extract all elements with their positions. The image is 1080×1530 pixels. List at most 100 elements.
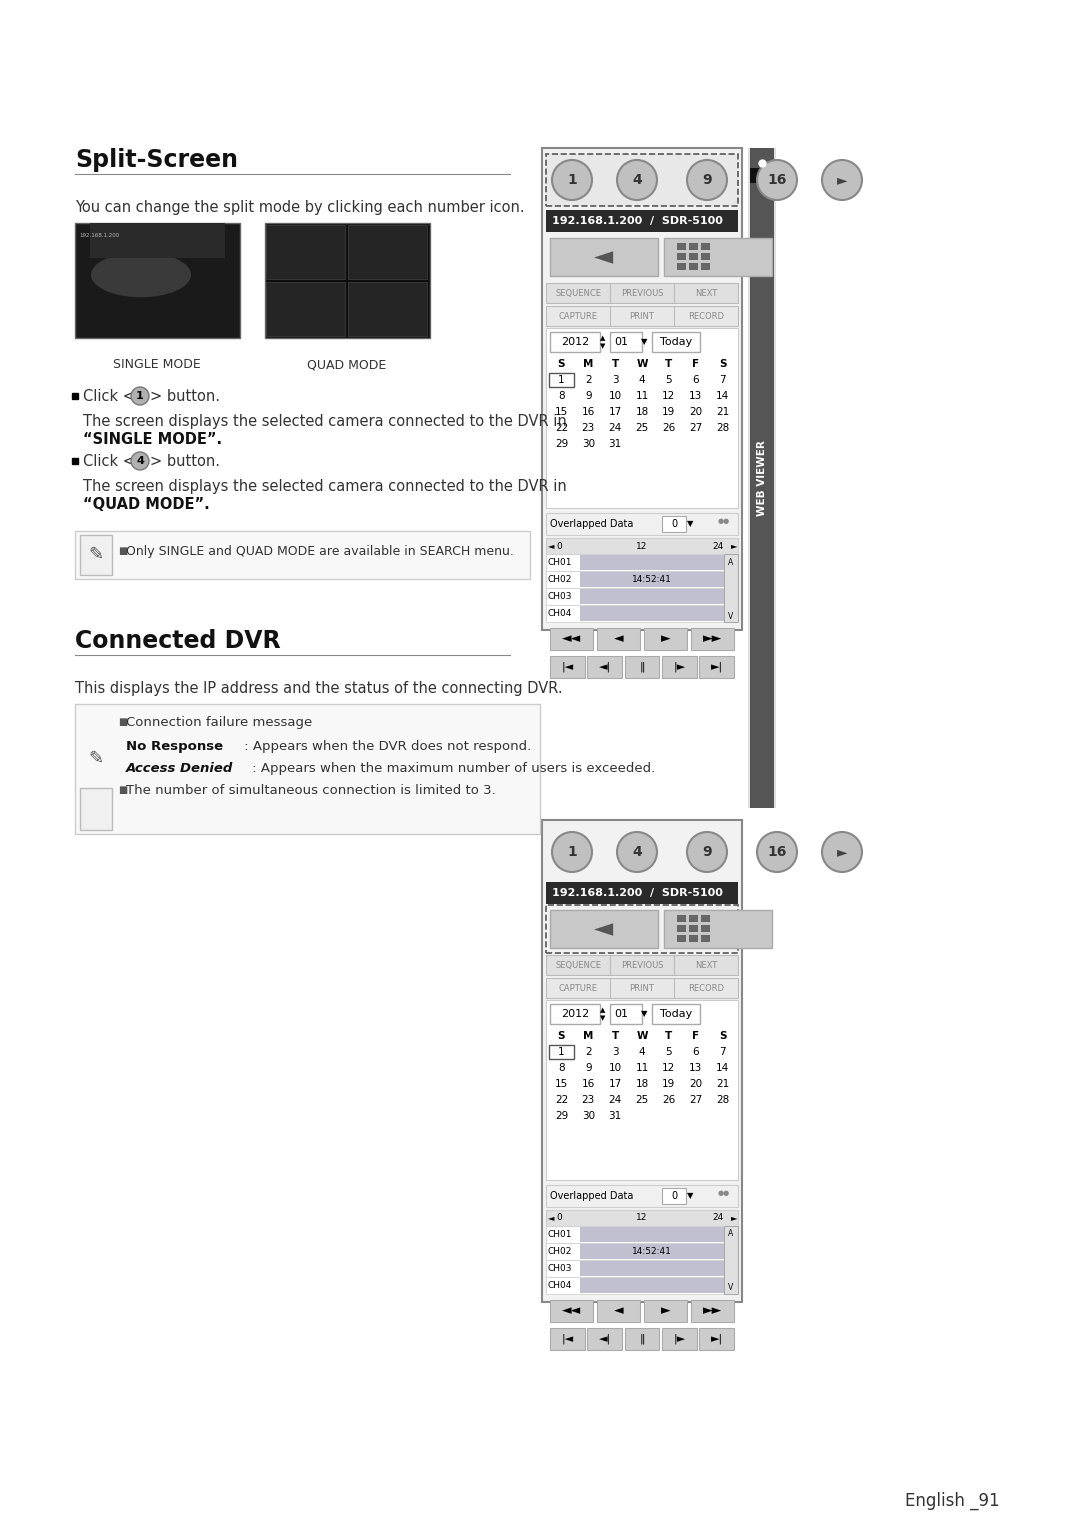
Bar	[691, 1300, 734, 1322]
Text: : Appears when the DVR does not respond.: : Appears when the DVR does not respond.	[240, 739, 531, 753]
Text: The screen displays the selected camera connected to the DVR in: The screen displays the selected camera …	[83, 479, 567, 494]
Text: ‖: ‖	[639, 662, 645, 672]
Text: Today: Today	[660, 337, 692, 347]
Text: 21: 21	[716, 1079, 729, 1089]
Text: 22: 22	[555, 1095, 568, 1105]
Bar	[75, 223, 240, 338]
Text: 12: 12	[662, 392, 675, 401]
Text: |◄: |◄	[562, 662, 573, 672]
Text: Overlapped Data: Overlapped Data	[550, 519, 633, 529]
Text: Click <: Click <	[83, 389, 135, 404]
Bar	[546, 513, 738, 536]
Bar	[691, 627, 734, 650]
Text: ■: ■	[118, 718, 127, 727]
Text: 1: 1	[136, 392, 144, 401]
Text: T: T	[665, 360, 673, 369]
Bar	[662, 516, 686, 532]
Bar	[689, 935, 698, 942]
Bar	[652, 1004, 700, 1024]
Text: S: S	[557, 1031, 565, 1040]
Text: ►►: ►►	[703, 632, 723, 646]
Bar	[701, 263, 710, 269]
Text: 1: 1	[567, 845, 577, 858]
Text: 6: 6	[692, 375, 699, 386]
Bar	[588, 656, 622, 678]
Bar	[580, 589, 724, 604]
Circle shape	[822, 161, 862, 200]
Text: SEQUENCE: SEQUENCE	[555, 289, 600, 297]
Text: 20: 20	[689, 1079, 702, 1089]
Text: The screen displays the selected camera connected to the DVR in: The screen displays the selected camera …	[83, 415, 567, 428]
Text: 28: 28	[716, 1095, 729, 1105]
Bar	[662, 1187, 686, 1204]
Bar	[546, 155, 738, 207]
Bar	[550, 332, 600, 352]
Text: Connection failure message: Connection failure message	[126, 716, 312, 728]
Text: M: M	[583, 360, 594, 369]
Text: Today: Today	[660, 1008, 692, 1019]
Text: 6: 6	[692, 1047, 699, 1057]
Bar	[348, 282, 427, 337]
Bar	[580, 606, 724, 621]
Bar	[549, 1045, 573, 1059]
Bar	[546, 283, 738, 303]
Text: 9: 9	[585, 392, 592, 401]
Bar	[748, 148, 777, 808]
Text: 12: 12	[636, 542, 648, 551]
Text: No Response: No Response	[126, 739, 224, 753]
Text: ◄◄: ◄◄	[562, 1305, 581, 1317]
Text: T: T	[611, 360, 619, 369]
Bar	[701, 252, 710, 260]
Text: |►: |►	[673, 1334, 686, 1345]
Text: A: A	[728, 1230, 733, 1238]
Text: The number of simultaneous connection is limited to 3.: The number of simultaneous connection is…	[126, 783, 496, 797]
Text: 16: 16	[582, 1079, 595, 1089]
Text: 30: 30	[582, 1111, 595, 1121]
Text: 10: 10	[609, 392, 622, 401]
Bar	[699, 656, 734, 678]
Text: ‖: ‖	[639, 1334, 645, 1345]
Bar	[652, 332, 700, 352]
Bar	[677, 252, 686, 260]
Text: ◄: ◄	[594, 245, 613, 269]
Text: 25: 25	[635, 422, 649, 433]
Text: 24: 24	[713, 1213, 724, 1222]
Text: ►: ►	[731, 1213, 738, 1222]
Text: CH04: CH04	[548, 609, 572, 618]
Bar	[689, 926, 698, 932]
Text: ►: ►	[661, 632, 671, 646]
Bar	[689, 252, 698, 260]
Bar	[750, 148, 774, 808]
Text: A: A	[728, 557, 733, 566]
Text: ▼: ▼	[600, 343, 606, 349]
Text: T: T	[611, 1031, 619, 1040]
Bar	[677, 935, 686, 942]
Text: 4: 4	[632, 173, 642, 187]
Bar	[624, 1328, 660, 1349]
Text: Connected DVR: Connected DVR	[75, 629, 281, 653]
Text: S: S	[557, 360, 565, 369]
Text: : Appears when the maximum number of users is exceeded.: : Appears when the maximum number of use…	[248, 762, 656, 774]
Text: “SINGLE MODE”.: “SINGLE MODE”.	[83, 431, 222, 447]
Text: S: S	[719, 360, 727, 369]
Text: 11: 11	[635, 1063, 649, 1073]
Text: 192.168.1.200  /  SDR-5100: 192.168.1.200 / SDR-5100	[552, 216, 723, 226]
Bar	[677, 915, 686, 923]
Text: 28: 28	[716, 422, 729, 433]
Bar	[75, 704, 540, 834]
Circle shape	[757, 161, 797, 200]
Text: 26: 26	[662, 422, 675, 433]
Bar	[546, 1261, 724, 1278]
Text: ●●: ●●	[718, 1190, 730, 1196]
Text: ●●: ●●	[718, 519, 730, 523]
Bar	[610, 1004, 642, 1024]
Text: 20: 20	[689, 407, 702, 418]
Text: ◄: ◄	[613, 632, 623, 646]
Bar	[750, 168, 774, 184]
Text: ►: ►	[837, 173, 848, 187]
Bar	[550, 1328, 584, 1349]
Bar	[546, 604, 724, 623]
Text: ◄|: ◄|	[598, 1334, 611, 1345]
Text: ►|: ►|	[711, 1334, 723, 1345]
Text: 27: 27	[689, 1095, 702, 1105]
